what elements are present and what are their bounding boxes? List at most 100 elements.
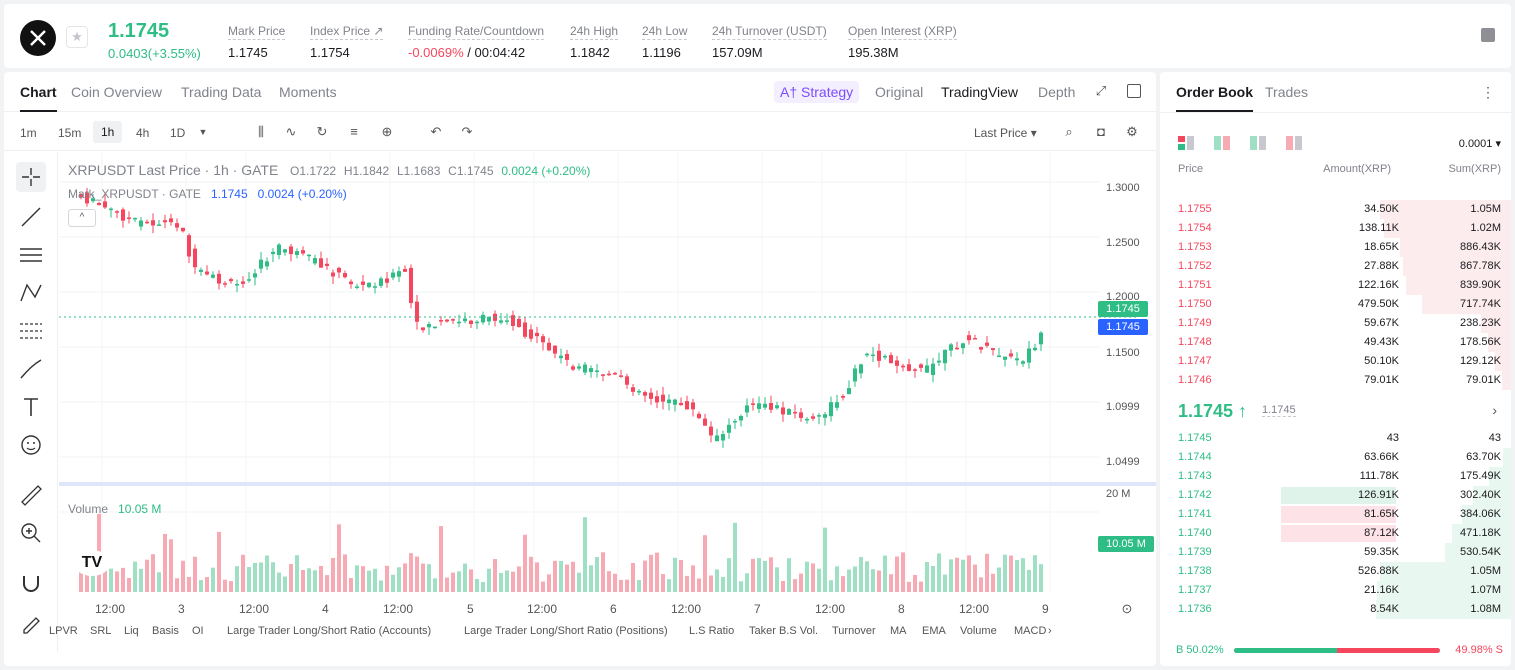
indicator-liq[interactable]: Liq [124, 625, 139, 637]
timeframe-1m[interactable]: 1m [20, 126, 37, 140]
tab-order-book[interactable]: Order Book [1176, 84, 1254, 112]
bid-row[interactable]: 1.1739 59.35K 530.54K [1160, 543, 1511, 562]
indicator-basis[interactable]: Basis [152, 625, 179, 637]
precision-select[interactable]: 0.0001 ▾ [1458, 138, 1501, 150]
zoom-in-icon[interactable] [16, 518, 46, 548]
expand-icon[interactable]: ⤢ [1095, 83, 1107, 98]
compare-icon[interactable]: ↻ [316, 124, 328, 139]
indicator-macd[interactable]: MACD [1014, 625, 1047, 637]
stat-mark-price[interactable]: Mark Price 1.1745 [228, 22, 286, 60]
tab-original[interactable]: Original [875, 84, 924, 100]
stat-index-price[interactable]: Index Price ↗ 1.1754 [310, 22, 384, 60]
favorite-star-icon[interactable]: ★ [66, 26, 88, 48]
candle-body [793, 411, 797, 414]
camera-icon[interactable]: ◘ [1097, 124, 1105, 139]
candle-type-icon[interactable]: ⫼ [258, 124, 264, 139]
volume-bar [187, 576, 191, 592]
tab-moments[interactable]: Moments [279, 84, 337, 100]
ask-row[interactable]: 1.1750 479.50K 717.74K [1160, 295, 1511, 314]
timeframe-15m[interactable]: 15m [58, 126, 82, 140]
collapse-legend-button[interactable]: ^ [68, 209, 96, 227]
strategy-button[interactable]: A† Strategy [774, 81, 860, 103]
bid-row[interactable]: 1.1740 87.12K 471.18K [1160, 524, 1511, 543]
ask-row[interactable]: 1.1753 18.65K 886.43K [1160, 238, 1511, 257]
bid-row[interactable]: 1.1737 21.16K 1.07M [1160, 581, 1511, 600]
book-both-icon[interactable] [1178, 136, 1194, 150]
indicator-lpvr[interactable]: LPVR [49, 625, 78, 637]
book-ask-icon[interactable] [1286, 136, 1302, 150]
bid-row[interactable]: 1.1741 81.65K 384.06K [1160, 505, 1511, 524]
indicator-ma[interactable]: MA [890, 625, 907, 637]
redo-icon[interactable]: ↷ [461, 124, 473, 139]
search-icon[interactable]: ⌕ [1065, 124, 1073, 139]
tab-trading-data[interactable]: Trading Data [181, 84, 262, 100]
ruler-icon[interactable] [16, 480, 46, 510]
tab-depth[interactable]: Depth [1038, 84, 1076, 100]
candle-body [301, 250, 305, 254]
timeframe-1h[interactable]: 1h [93, 121, 123, 143]
indicator-ls-ratio[interactable]: L.S Ratio [689, 625, 735, 637]
ask-row[interactable]: 1.1755 34.50K 1.05M [1160, 200, 1511, 219]
indicator-lt-positions[interactable]: Large Trader Long/Short Ratio (Positions… [464, 625, 668, 637]
tab-coin-overview[interactable]: Coin Overview [71, 84, 163, 100]
bid-row[interactable]: 1.1745 43 43 [1160, 429, 1511, 448]
candlestick-chart[interactable] [59, 152, 1156, 620]
brush-icon[interactable] [16, 354, 46, 384]
crosshair-icon[interactable] [16, 162, 46, 192]
bid-row[interactable]: 1.1744 63.66K 63.70K [1160, 448, 1511, 467]
candle-body [241, 281, 245, 284]
tab-chart[interactable]: Chart [20, 84, 57, 112]
indicator-icon[interactable]: ∿ [285, 124, 297, 139]
pattern-icon[interactable] [16, 278, 46, 308]
book-bid-icon[interactable] [1250, 136, 1266, 150]
timeframe-1d[interactable]: 1D [170, 126, 186, 140]
ask-row[interactable]: 1.1754 138.11K 1.02M [1160, 219, 1511, 238]
book-buy-icon[interactable] [1214, 136, 1230, 150]
indicator-taker-vol[interactable]: Taker B.S Vol. [749, 625, 819, 637]
chevron-right-icon[interactable]: › [1048, 625, 1052, 637]
fibonacci-icon[interactable] [16, 316, 46, 346]
ask-row[interactable]: 1.1748 49.43K 178.56K [1160, 333, 1511, 352]
bid-row[interactable]: 1.1743 111.78K 175.49K [1160, 467, 1511, 486]
indicator-ema[interactable]: EMA [922, 625, 946, 637]
timeframe-4h[interactable]: 4h [136, 126, 150, 140]
candle-body [721, 434, 725, 441]
horizontal-lines-icon[interactable] [16, 240, 46, 270]
row-amount: 27.88K [1364, 260, 1399, 272]
text-icon[interactable] [16, 392, 46, 422]
tab-trades[interactable]: Trades [1265, 84, 1309, 100]
settings-circle-icon[interactable]: ⊙ [1121, 601, 1133, 616]
candle-body [955, 347, 959, 350]
candle-body [271, 251, 275, 255]
add-indicator-icon[interactable]: ⊕ [381, 124, 393, 139]
template-icon[interactable]: ≡ [350, 124, 358, 139]
gear-icon[interactable]: ⚙ [1126, 124, 1138, 139]
bid-row[interactable]: 1.1738 526.88K 1.05M [1160, 562, 1511, 581]
more-icon[interactable]: ⋮ [1481, 84, 1495, 100]
window-icon[interactable] [1127, 84, 1141, 98]
book-icon[interactable] [1481, 28, 1495, 42]
ask-row[interactable]: 1.1746 79.01K 79.01K [1160, 371, 1511, 390]
trendline-icon[interactable] [16, 202, 46, 232]
ask-row[interactable]: 1.1747 50.10K 129.12K [1160, 352, 1511, 371]
ask-row[interactable]: 1.1752 27.88K 867.78K [1160, 257, 1511, 276]
volume-bar [517, 566, 521, 592]
bid-row[interactable]: 1.1742 126.91K 302.40K [1160, 486, 1511, 505]
chevron-down-icon[interactable]: ▼ [198, 127, 208, 137]
indicator-volume[interactable]: Volume [960, 625, 997, 637]
indicator-turnover[interactable]: Turnover [832, 625, 876, 637]
indicator-srl[interactable]: SRL [90, 625, 112, 637]
tab-tradingview[interactable]: TradingView [941, 84, 1019, 100]
ask-row[interactable]: 1.1751 122.16K 839.90K [1160, 276, 1511, 295]
magnet-icon[interactable] [16, 568, 46, 598]
ask-row[interactable]: 1.1749 59.67K 238.23K [1160, 314, 1511, 333]
stat-funding-rate[interactable]: Funding Rate/Countdown -0.0069% / 00:04:… [408, 22, 545, 60]
indicator-lt-accounts[interactable]: Large Trader Long/Short Ratio (Accounts) [227, 625, 432, 637]
indicator-oi[interactable]: OI [192, 625, 204, 637]
pencil-lock-icon[interactable] [16, 608, 46, 638]
price-type-select[interactable]: Last Price ▾ [974, 126, 1037, 140]
undo-icon[interactable]: ↶ [430, 124, 442, 139]
chevron-right-icon[interactable]: › [1492, 402, 1497, 418]
bid-row[interactable]: 1.1736 8.54K 1.08M [1160, 600, 1511, 619]
emoji-icon[interactable] [16, 430, 46, 460]
